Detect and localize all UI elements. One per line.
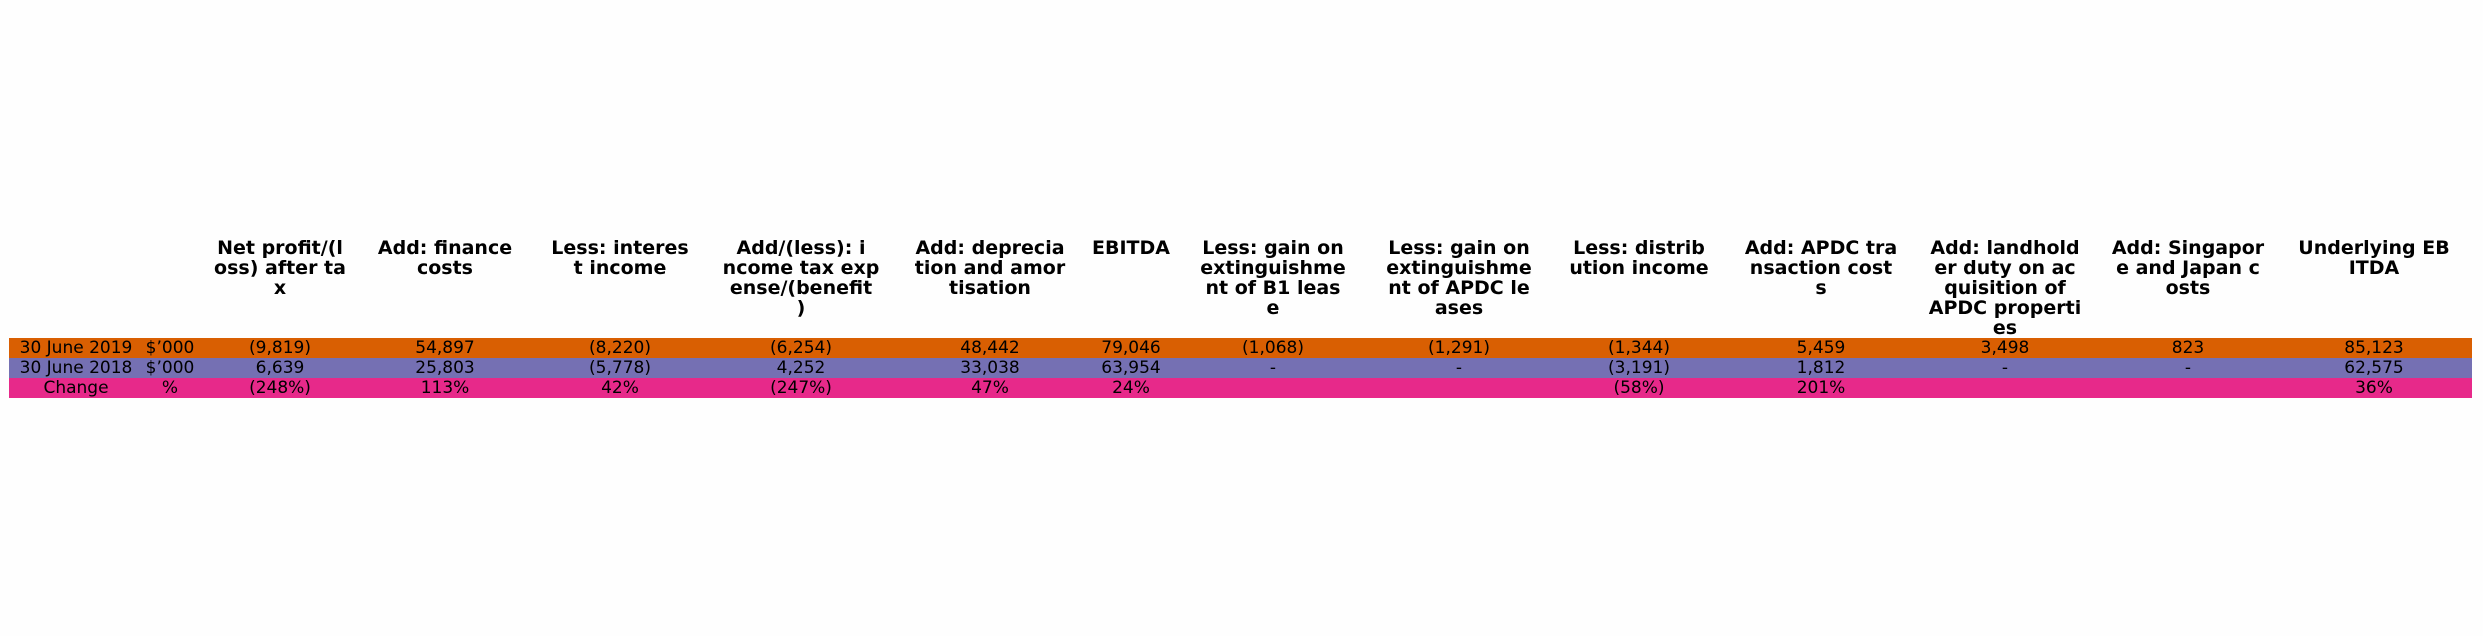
table-cell: 63,954	[1101, 358, 1161, 378]
table-cell: (1,344)	[1608, 338, 1670, 358]
table-row: Change% (248%) 113% 42% (247%) 47% 24% (58%) 201…	[9, 378, 2472, 398]
table-row: 30 June 2018 $’000 6,639 25,803 (5,778) 4,252…	[9, 358, 2472, 378]
table-cell: 6,639	[255, 358, 305, 378]
column-header: Add: APDC tra nsaction cost s	[1744, 237, 1898, 299]
table-row: 30 June 2019 $’000 (9,819) 54,897 (8,220) (6,…	[9, 338, 2472, 358]
column-header: Less: gain on extinguishme nt of B1 leas…	[1200, 237, 1346, 319]
table-cell: 3,498	[1980, 338, 2030, 358]
table-cell: 42%	[601, 378, 639, 398]
table-cell: $’000	[145, 338, 195, 358]
table-cell: 47%	[971, 378, 1009, 398]
table-cell: (8,220)	[589, 338, 651, 358]
table-cell: -	[1269, 358, 1277, 378]
column-header: Less: distrib ution income	[1569, 237, 1709, 279]
table-cell: %	[161, 378, 179, 398]
column-header: Add: landhold er duty on ac quisition of…	[1928, 237, 2082, 339]
table-cell: (248%)	[249, 378, 311, 398]
table-cell: 823	[2171, 338, 2205, 358]
table-cell: 62,575	[2344, 358, 2404, 378]
table-cell: 79,046	[1101, 338, 1161, 358]
table-cell: (3,191)	[1608, 358, 1670, 378]
column-header: Add: deprecia tion and amor tisation	[914, 237, 1066, 299]
column-header: Add/(less): i ncome tax exp ense/(benefi…	[722, 237, 880, 319]
table-cell: (58%)	[1613, 378, 1665, 398]
table-cell: (1,291)	[1428, 338, 1490, 358]
column-header: EBITDA	[1092, 237, 1170, 259]
column-header: Less: gain on extinguishme nt of APDC le…	[1386, 237, 1532, 319]
table-cell: -	[1455, 358, 1463, 378]
table-cell: 30 June 2018	[19, 358, 133, 378]
table-cell: 24%	[1112, 378, 1150, 398]
table-cell: -	[2184, 358, 2192, 378]
table-cell: (1,068)	[1242, 338, 1304, 358]
column-header: Less: interes t income	[551, 237, 689, 279]
table-cell: 85,123	[2344, 338, 2404, 358]
column-header: Underlying EB ITDA	[2298, 237, 2450, 279]
column-header: Add: finance costs	[377, 237, 513, 279]
table-cell: 48,442	[960, 338, 1020, 358]
table-cell: 36%	[2355, 378, 2393, 398]
table-cell: 5,459	[1796, 338, 1846, 358]
table-cell: Change	[43, 378, 109, 398]
table-cell: (5,778)	[589, 358, 651, 378]
table-cell: (9,819)	[249, 338, 311, 358]
column-header: Net profit/(l oss) after ta x	[214, 237, 346, 299]
table-cell: (6,254)	[770, 338, 832, 358]
table-cell: -	[2001, 358, 2009, 378]
table-cell: 54,897	[415, 338, 475, 358]
table-cell: 113%	[420, 378, 470, 398]
column-header: Add: Singapor e and Japan c osts	[2111, 237, 2265, 299]
table-cell: $’000	[145, 358, 195, 378]
table-cell: 4,252	[776, 358, 826, 378]
table-cell: 1,812	[1796, 358, 1846, 378]
table-cell: 201%	[1796, 378, 1846, 398]
table-cell: 33,038	[960, 358, 1020, 378]
table-cell: 30 June 2019	[19, 338, 133, 358]
table-cell: 25,803	[415, 358, 475, 378]
table-cell: (247%)	[770, 378, 832, 398]
